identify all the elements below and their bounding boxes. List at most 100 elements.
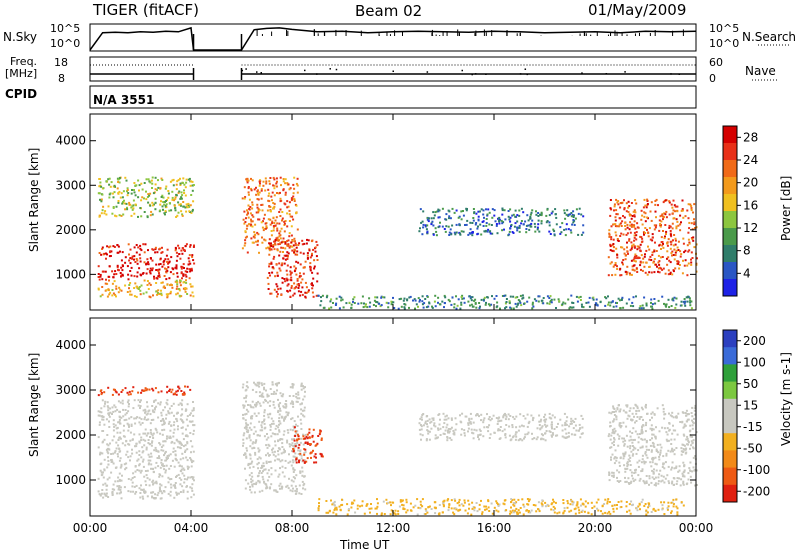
scatter-cell [316, 280, 319, 283]
scatter-cell [129, 293, 131, 296]
scatter-cell [469, 304, 471, 307]
scatter-cell [145, 198, 148, 201]
scatter-cell [295, 273, 298, 276]
scatter-cell [281, 486, 284, 489]
scatter-cell [613, 457, 616, 460]
scatter-cell [276, 285, 279, 288]
scatter-cell [184, 444, 187, 447]
scatter-cell [696, 484, 698, 486]
scatter-cell [279, 215, 282, 217]
scatter-cell [453, 431, 456, 434]
scatter-cell [651, 307, 654, 310]
scatter-cell [189, 184, 192, 187]
scatter-cell [138, 184, 141, 187]
scatter-cell [627, 200, 630, 203]
scatter-cell [285, 405, 288, 408]
scatter-cell [419, 424, 422, 426]
scatter-cell [192, 476, 195, 479]
scatter-cell [287, 205, 290, 208]
scatter-cell [467, 427, 470, 430]
scatter-cell [683, 464, 686, 467]
scatter-cell [110, 471, 113, 474]
scatter-cell [294, 244, 297, 246]
scatter-cell [618, 223, 621, 226]
scatter-cell [555, 223, 558, 226]
scatter-cell [281, 465, 284, 468]
scatter-cell [419, 208, 422, 211]
scatter-cell [281, 471, 284, 474]
scatter-cell [183, 267, 185, 269]
scatter-cell [365, 504, 368, 507]
scatter-cell [138, 421, 141, 424]
scatter-cell [447, 498, 450, 501]
scatter-cell [613, 209, 615, 212]
scatter-cell [553, 428, 556, 430]
scatter-cell [508, 425, 511, 428]
scatter-cell [125, 418, 128, 421]
scatter-cell [655, 426, 657, 429]
scatter-cell [639, 260, 642, 263]
scatter-cell [276, 271, 279, 274]
scatter-cell [272, 226, 275, 229]
scatter-cell [163, 203, 166, 206]
scatter-cell [245, 447, 248, 450]
scatter-cell [667, 439, 670, 442]
scatter-cell [569, 306, 572, 309]
scatter-cell [539, 428, 542, 431]
scatter-cell [654, 482, 657, 485]
scatter-cell [466, 512, 469, 515]
scatter-cell [650, 429, 653, 432]
scatter-cell [179, 197, 182, 200]
scatter-cell [118, 418, 121, 421]
scatter-cell [140, 488, 143, 491]
scatter-cell [309, 256, 312, 259]
scatter-cell [632, 305, 635, 308]
scatter-cell [111, 406, 114, 409]
scatter-cell [590, 501, 593, 504]
scatter-cell [418, 422, 421, 425]
scatter-cell [305, 242, 308, 245]
scatter-cell [164, 452, 166, 455]
scatter-cell [488, 437, 491, 439]
scatter-cell [686, 209, 689, 212]
scatter-cell [667, 269, 670, 272]
scatter-cell [529, 213, 532, 216]
scatter-cell [683, 423, 686, 426]
scatter-cell [292, 455, 295, 458]
scatter-cell [684, 259, 687, 262]
scatter-cell [445, 414, 448, 417]
scatter-cell [167, 196, 170, 199]
scatter-cell [114, 270, 117, 273]
scatter-cell [175, 476, 177, 478]
scatter-cell [167, 262, 169, 265]
scatter-cell [147, 288, 150, 290]
scatter-cell [135, 445, 138, 448]
scatter-cell [303, 461, 306, 464]
scatter-cell [153, 408, 156, 411]
scatter-cell [321, 455, 324, 458]
scatter-cell [255, 240, 257, 243]
scatter-cell [624, 258, 627, 261]
scatter-cell [690, 237, 693, 239]
scatter-cell [476, 510, 479, 513]
scatter-cell [536, 226, 539, 229]
scatter-cell [631, 418, 634, 421]
scatter-cell [292, 425, 295, 428]
scatter-cell [191, 420, 194, 423]
scatter-cell [643, 505, 646, 507]
scatter-cell [631, 445, 634, 447]
scatter-cell [488, 416, 491, 418]
scatter-cell [623, 437, 625, 440]
scatter-cell [277, 398, 279, 401]
scatter-cell [609, 512, 612, 515]
scatter-cell [175, 265, 178, 268]
scatter-cell [462, 297, 465, 300]
scatter-cell [673, 248, 676, 251]
scatter-cell [98, 178, 101, 180]
scatter-cell [626, 510, 628, 513]
scatter-cell [97, 276, 100, 278]
scatter-cell [244, 230, 247, 233]
scatter-cell [629, 435, 632, 438]
scatter-cell [151, 434, 154, 437]
scatter-cell [119, 401, 122, 404]
